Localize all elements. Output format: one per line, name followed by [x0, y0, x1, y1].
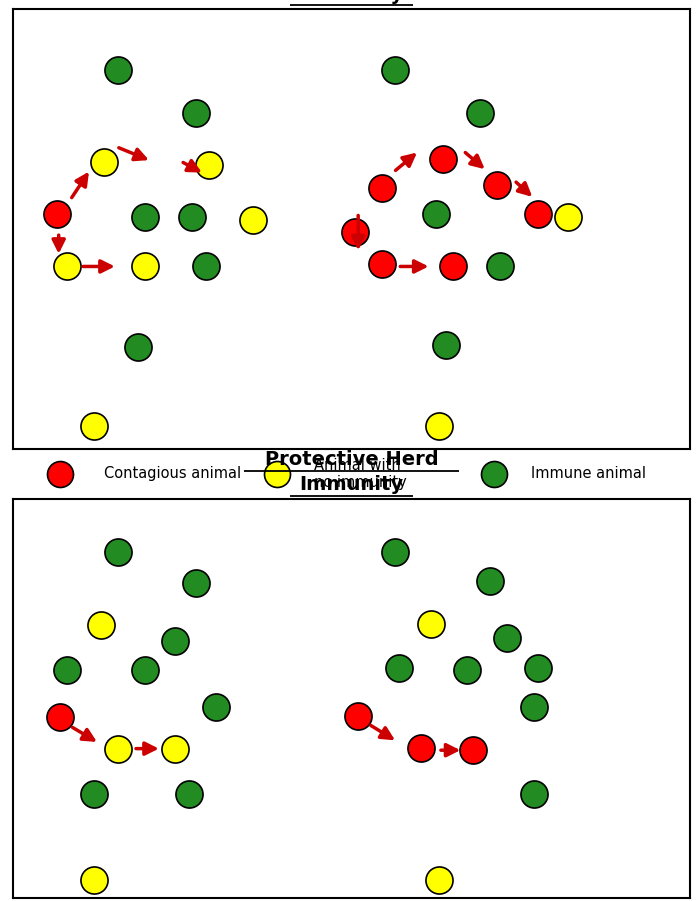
Point [461, 662, 472, 677]
Point [112, 544, 123, 559]
Point [55, 467, 66, 481]
Point [426, 617, 437, 632]
Point [190, 106, 201, 121]
Point [484, 573, 496, 587]
Point [488, 467, 499, 481]
Point [61, 662, 72, 677]
Point [200, 259, 211, 274]
Point [532, 207, 543, 222]
Point [88, 418, 99, 432]
Point [393, 661, 405, 676]
Point [441, 337, 452, 351]
Point [139, 210, 150, 224]
Point [204, 158, 215, 172]
Point [349, 224, 360, 239]
Point [183, 787, 195, 802]
Text: Immunity: Immunity [300, 0, 403, 4]
Text: Protective Herd: Protective Herd [265, 450, 438, 469]
Point [377, 257, 388, 271]
Text: Animal with
no immunity: Animal with no immunity [314, 458, 407, 490]
Text: Immune animal: Immune animal [531, 467, 646, 481]
Point [390, 544, 401, 559]
Point [434, 418, 445, 432]
Point [563, 210, 574, 224]
Point [491, 178, 503, 193]
Point [88, 787, 99, 802]
Point [475, 106, 486, 121]
Point [139, 259, 150, 274]
Point [434, 873, 445, 887]
Point [532, 661, 543, 676]
Point [169, 633, 181, 648]
Point [210, 699, 221, 714]
Point [61, 259, 72, 274]
Point [51, 207, 62, 222]
Point [528, 699, 540, 714]
Point [187, 210, 198, 224]
Point [139, 662, 150, 677]
Point [447, 259, 458, 274]
Point [95, 618, 106, 633]
Point [132, 341, 144, 355]
Point [55, 710, 66, 724]
Point [169, 742, 181, 756]
Point [416, 741, 427, 755]
Point [495, 259, 506, 274]
Point [353, 708, 364, 723]
Point [390, 62, 401, 77]
Point [112, 742, 123, 756]
Point [99, 155, 110, 169]
Point [438, 152, 449, 167]
Point [190, 576, 201, 590]
Point [272, 467, 283, 481]
Point [502, 631, 513, 645]
Point [112, 62, 123, 77]
Text: Contagious animal: Contagious animal [104, 467, 242, 481]
Point [468, 743, 479, 758]
Point [430, 207, 442, 222]
Text: Immunity: Immunity [300, 476, 403, 495]
Point [248, 213, 259, 227]
Point [88, 873, 99, 887]
Point [377, 181, 388, 196]
Point [528, 787, 540, 802]
